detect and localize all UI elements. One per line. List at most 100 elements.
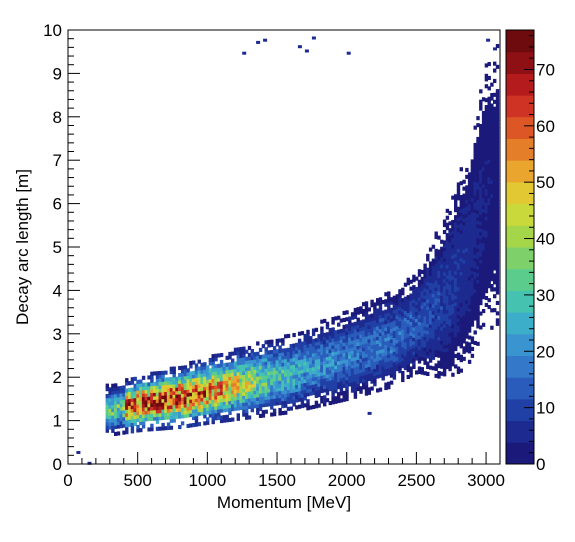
- heat-cell: [454, 284, 458, 289]
- heat-cell: [481, 180, 486, 185]
- heat-cell: [353, 387, 358, 392]
- heat-cell: [297, 349, 302, 354]
- heat-cell: [490, 207, 494, 212]
- heat-cell: [359, 386, 363, 391]
- heat-cell: [155, 381, 160, 386]
- heat-cell: [409, 314, 413, 319]
- heat-cell: [476, 123, 480, 128]
- heat-cell: [320, 382, 324, 387]
- heat-cell: [256, 358, 260, 363]
- heat-cell: [437, 374, 441, 379]
- heat-cell: [245, 408, 249, 413]
- heat-cell: [451, 303, 455, 308]
- heat-cell: [437, 371, 441, 376]
- heat-cell: [434, 304, 438, 309]
- heat-cell: [289, 375, 293, 380]
- heat-cell: [284, 393, 288, 398]
- heat-cell: [481, 184, 486, 189]
- heat-cell: [406, 368, 410, 373]
- heat-cell: [387, 322, 391, 327]
- heat-cell: [233, 385, 238, 390]
- heat-cell: [490, 141, 494, 146]
- heat-cell: [267, 398, 271, 403]
- heat-cell: [317, 355, 321, 360]
- heat-cell: [239, 364, 243, 369]
- heat-cell: [108, 397, 112, 402]
- heat-cell: [353, 373, 358, 378]
- heat-cell: [281, 369, 285, 374]
- heat-cell: [493, 266, 497, 271]
- heat-cell: [459, 215, 463, 220]
- heat-cell: [481, 177, 486, 182]
- heat-cell: [459, 302, 463, 307]
- heat-cell: [487, 259, 491, 264]
- heat-cell: [465, 303, 469, 308]
- heat-cell: [493, 131, 497, 136]
- heat-cell: [437, 325, 441, 330]
- heat-cell: [200, 362, 204, 367]
- heat-cell: [122, 430, 126, 435]
- heat-cell: [409, 373, 413, 378]
- heat-cell: [426, 257, 430, 262]
- heat-cell: [448, 249, 452, 254]
- heat-cell: [484, 202, 489, 207]
- heat-cell: [314, 355, 319, 360]
- heat-cell: [465, 265, 469, 270]
- heat-cell: [253, 352, 257, 357]
- heat-cell: [442, 327, 447, 332]
- heat-cell: [417, 283, 422, 288]
- heat-cell: [398, 348, 402, 353]
- heat-cell: [261, 399, 266, 404]
- heat-cell: [339, 370, 344, 375]
- heat-cell: [334, 330, 338, 335]
- heat-cell: [353, 335, 358, 340]
- heat-cell: [493, 259, 497, 264]
- heat-cell: [370, 344, 374, 349]
- heat-cell: [127, 395, 132, 400]
- heat-cell: [270, 367, 274, 372]
- y-tick-label: 8: [53, 108, 62, 127]
- heat-cell: [228, 365, 232, 370]
- heat-cell: [467, 279, 472, 284]
- heat-cell: [431, 328, 436, 333]
- heat-cell: [442, 292, 447, 297]
- heat-cell: [114, 431, 118, 436]
- heat-cell: [125, 419, 129, 424]
- heat-cell: [200, 393, 204, 398]
- heat-cell: [153, 413, 157, 418]
- heat-cell: [300, 358, 305, 363]
- heat-cell: [275, 394, 279, 399]
- heat-cell: [495, 148, 500, 153]
- heatmap-cells: [76, 36, 500, 465]
- heat-cell: [186, 382, 190, 387]
- heat-cell: [342, 356, 346, 361]
- heat-cell: [490, 287, 494, 292]
- heat-cell: [231, 417, 235, 422]
- heat-cell: [431, 262, 436, 267]
- heat-cell: [158, 416, 162, 421]
- heat-cell: [481, 277, 486, 282]
- heat-cell: [141, 410, 146, 415]
- heat-cell: [476, 136, 480, 141]
- heat-cell: [415, 346, 419, 351]
- heat-cell: [331, 383, 335, 388]
- outlier-cell: [493, 47, 497, 51]
- heat-cell: [261, 385, 266, 390]
- heat-cell: [398, 323, 402, 328]
- heat-cell: [127, 398, 132, 403]
- heat-cell: [381, 310, 385, 315]
- heat-cell: [211, 406, 215, 411]
- heat-cell: [105, 394, 109, 399]
- heat-cell: [440, 330, 444, 335]
- heat-cell: [362, 350, 366, 355]
- heat-cell: [320, 350, 324, 355]
- heat-cell: [409, 352, 413, 357]
- heat-cell: [448, 339, 452, 344]
- heat-cell: [300, 404, 305, 409]
- heat-cell: [203, 410, 207, 415]
- heat-cell: [208, 357, 213, 362]
- heat-cell: [481, 270, 486, 275]
- heat-cell: [403, 352, 408, 357]
- heat-cell: [493, 221, 497, 226]
- heat-cell: [342, 380, 346, 385]
